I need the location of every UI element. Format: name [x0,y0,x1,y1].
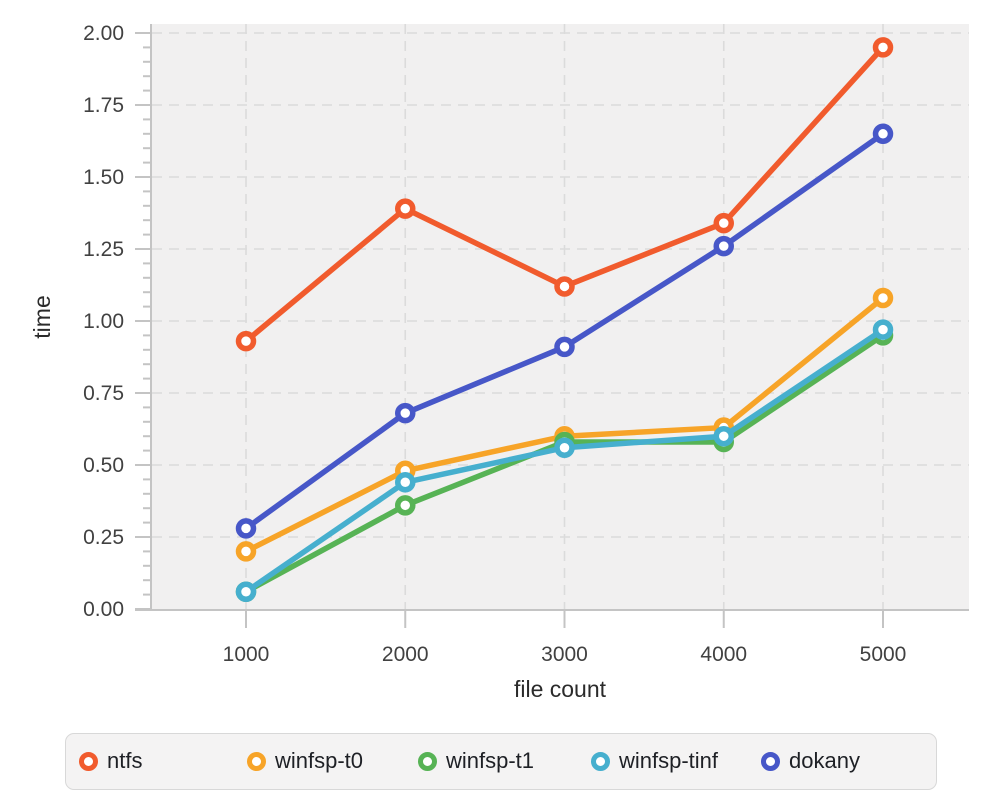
legend-ring-icon [79,751,98,771]
data-point-marker [554,276,575,297]
y-tick-label: 0.50 [83,454,124,477]
legend: ntfs winfsp-t0 winfsp-t1 winfsp-tinf dokany [65,733,937,790]
legend-item-dokany[interactable]: dokany [761,734,860,788]
legend-label: winfsp-tinf [619,748,719,773]
legend-label: winfsp-t0 [275,748,364,773]
data-point-marker [235,330,257,352]
data-point-marker [872,319,894,340]
data-point-marker [235,518,257,539]
y-tick-label: 0.25 [83,526,124,549]
data-point-marker [872,37,894,58]
legend-item-winfsp-t1[interactable]: winfsp-t1 [418,734,534,788]
y-tick-label: 1.50 [83,166,124,189]
legend-label: ntfs [107,748,143,773]
legend-ring-icon [761,751,780,771]
x-tick-label: 5000 [860,643,907,666]
x-tick-label: 4000 [700,643,747,666]
legend-ring-icon [591,751,610,771]
x-tick-label: 3000 [541,643,588,666]
legend-ring-icon [247,751,266,771]
data-point-marker [235,581,257,602]
chart-canvas: 0.00 0.25 0.50 0.75 1.00 1.25 1.50 1.75 2.00 1000… [29,22,969,702]
legend-item-winfsp-t0[interactable]: winfsp-t0 [247,734,363,788]
y-tick-label: 0.75 [83,382,124,405]
data-point-marker [713,212,734,234]
legend-item-winfsp-tinf[interactable]: winfsp-tinf [591,734,718,788]
series-winfsp-tinf [235,319,894,602]
data-point-marker [395,198,416,219]
series-dokany [235,123,894,539]
data-point-marker [395,472,416,493]
x-axis-title: file count [514,676,607,702]
y-axis-title: time [29,295,55,338]
data-point-marker [235,541,257,562]
data-point-marker [395,495,416,516]
legend-item-ntfs[interactable]: ntfs [79,734,142,788]
data-point-marker [872,287,894,309]
legend-label: dokany [789,748,860,773]
data-point-marker [713,425,734,447]
data-point-marker [872,123,894,145]
x-tick-label: 2000 [382,643,429,666]
series-ntfs [235,37,894,352]
data-point-marker [554,336,575,358]
legend-label: winfsp-t1 [446,748,535,773]
data-point-marker [395,402,416,424]
y-tick-label: 1.75 [83,94,124,117]
legend-ring-icon [418,751,437,771]
y-tick-label: 1.00 [83,310,124,333]
y-tick-label: 1.25 [83,238,124,261]
data-point-marker [713,235,734,257]
data-point-marker [554,437,575,458]
y-tick-label: 2.00 [83,22,124,45]
y-tick-label: 0.00 [83,598,124,621]
plot-background [152,24,969,609]
x-tick-label: 1000 [223,643,270,666]
